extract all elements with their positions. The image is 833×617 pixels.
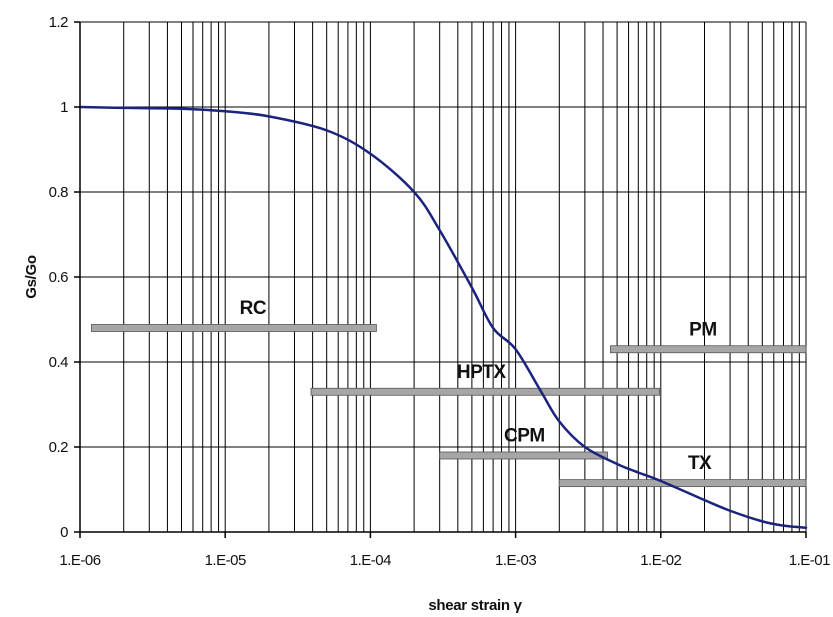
x-tick-label: 1.E-01 [789, 552, 830, 569]
y-tick-label: 0.8 [49, 184, 69, 201]
series-line-0 [78, 105, 808, 529]
range-label-hptx: HPTX [457, 362, 507, 383]
x-tick-label: 1.E-04 [350, 552, 391, 569]
range-bar-cpm [439, 451, 608, 460]
range-label-rc: RC [240, 298, 267, 319]
range-label-tx: TX [688, 453, 712, 474]
x-tick-label: 1.E-02 [640, 552, 681, 569]
x-tick-label: 1.E-05 [205, 552, 246, 569]
range-bar-hptx [310, 387, 660, 396]
x-tick-label: 1.E-03 [495, 552, 536, 569]
y-tick-label: 1.2 [49, 14, 69, 31]
y-tick-label: 0.2 [49, 439, 69, 456]
range-label-pm: PM [689, 319, 717, 340]
y-axis-title: Gs/Go [23, 255, 40, 299]
y-tick-label: 0.6 [49, 269, 69, 286]
range-bar-pm [610, 345, 807, 354]
x-axis-title: shear strain γ [428, 597, 522, 614]
y-tick-label: 1 [60, 99, 68, 116]
y-tick-label: 0.4 [49, 354, 69, 371]
range-bar-rc [91, 324, 377, 332]
y-tick-label: 0 [60, 524, 68, 541]
range-label-cpm: CPM [504, 426, 545, 447]
x-tick-label: 1.E-06 [59, 552, 100, 569]
range-bar-tx [558, 479, 807, 488]
